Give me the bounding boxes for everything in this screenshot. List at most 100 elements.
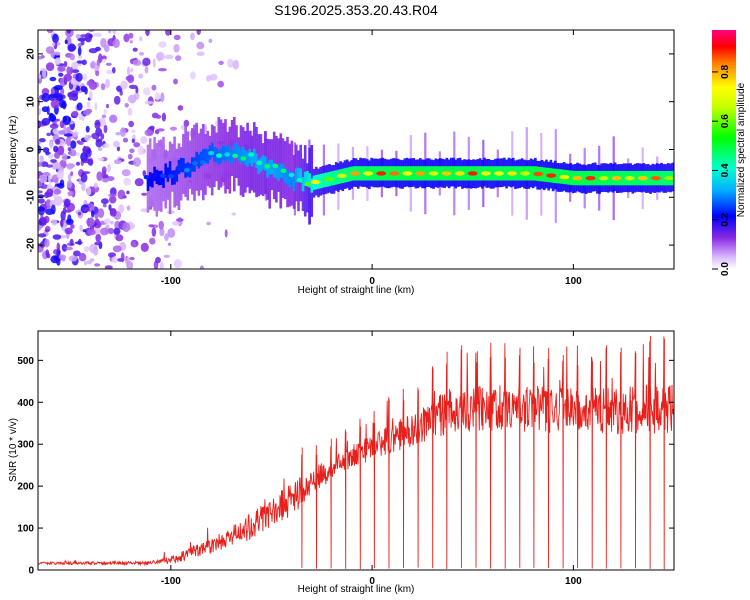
noise-blob (101, 198, 109, 205)
noise-blob (132, 59, 142, 66)
noise-blob (75, 72, 83, 82)
snr-y-ticks: 0 100 200 300 400 500 (17, 356, 674, 577)
noise-blob (82, 229, 87, 233)
noise-blob (76, 60, 84, 64)
ridge-band (288, 173, 291, 188)
noise-blob (56, 183, 62, 187)
noise-blob (93, 182, 98, 189)
noise-blob (69, 53, 75, 61)
noise-blob (133, 157, 142, 167)
noise-blob (45, 249, 50, 258)
noise-blob (42, 68, 47, 79)
noise-blob (74, 241, 83, 245)
noise-blob (71, 69, 80, 73)
noise-blob (54, 51, 61, 56)
noise-blob (159, 227, 165, 237)
ridge-band (452, 166, 455, 181)
ridge-peak (402, 171, 413, 176)
ridge-band (620, 171, 624, 186)
noise-blob (110, 220, 114, 225)
snr-panel: -100 0 100 0 100 200 300 400 500 Height of stra… (8, 330, 675, 595)
noise-blob (149, 237, 156, 245)
noise-blob (54, 57, 61, 66)
noise-blob (217, 80, 224, 88)
ridge-band (228, 148, 232, 163)
noise-blob (206, 75, 212, 82)
ridge-band (151, 173, 154, 188)
noise-blob (125, 75, 134, 82)
ridge-halo (306, 163, 309, 213)
noise-blob (102, 203, 107, 208)
noise-blob (151, 227, 157, 237)
noise-blob (66, 179, 73, 189)
ridge-band (182, 158, 185, 173)
noise-blob (95, 233, 101, 243)
noise-blob (80, 172, 88, 183)
spectrogram-x-tick-label: 0 (369, 276, 375, 287)
noise-blob (164, 233, 169, 242)
noise-blob (83, 260, 88, 266)
ridge-band (250, 152, 254, 167)
noise-blob (112, 30, 117, 35)
noise-blob (115, 234, 124, 242)
ridge-band (160, 170, 163, 185)
noise-blob (208, 38, 213, 44)
noise-blob (38, 107, 42, 116)
noise-blob (127, 153, 133, 160)
snr-y-tick-label: 500 (17, 356, 34, 367)
noise-blob (131, 138, 135, 143)
noise-blob (38, 138, 46, 143)
colorbar-tick-label: 0.6 (720, 114, 731, 128)
noise-blob (93, 32, 102, 37)
noise-blob (128, 84, 138, 89)
noise-blob (100, 227, 109, 236)
ridge-band (372, 166, 376, 181)
noise-blob (71, 61, 79, 71)
ridge-band (204, 148, 207, 163)
noise-blob (93, 245, 99, 256)
noise-blob (81, 181, 86, 192)
ridge-peak (248, 152, 255, 157)
ridge-peak (310, 179, 321, 185)
noise-blob (116, 146, 120, 152)
ridge-halo (261, 143, 265, 197)
noise-blob (86, 80, 95, 87)
noise-blob (91, 210, 95, 218)
noise-blob (63, 198, 71, 208)
noise-blob (121, 169, 131, 177)
noise-blob (129, 256, 135, 261)
ridge-peak (159, 173, 166, 178)
ridge-band (257, 159, 260, 174)
ridge-band (270, 159, 274, 174)
noise-blob (138, 73, 144, 79)
noise-blob (126, 205, 131, 211)
noise-blob (45, 199, 52, 209)
noise-blob (39, 155, 44, 163)
noise-blob (107, 163, 111, 173)
ridge-peak (192, 161, 198, 166)
noise-blob (224, 229, 228, 238)
noise-blob (130, 67, 134, 73)
ridge-band (516, 166, 519, 181)
noise-blob (95, 139, 103, 148)
noise-blob (94, 65, 100, 72)
noise-blob (65, 246, 73, 251)
noise-blob (68, 44, 77, 51)
noise-blob (109, 208, 117, 217)
noise-blob (144, 100, 154, 105)
noise-blob (91, 132, 100, 140)
noise-blob (152, 58, 156, 68)
ridge-peak (288, 172, 295, 178)
ridge-halo (179, 146, 183, 201)
ridge-band (213, 147, 216, 162)
ridge-band (259, 157, 263, 172)
noise-blob (77, 141, 84, 146)
noise-blob (105, 62, 112, 66)
ridge-band (306, 171, 309, 186)
ridge-band (636, 171, 639, 186)
noise-blob (68, 255, 78, 262)
ridge-band (146, 176, 150, 191)
noise-blob (68, 91, 73, 101)
noise-blob (161, 112, 166, 122)
ridge-halo (241, 127, 245, 197)
